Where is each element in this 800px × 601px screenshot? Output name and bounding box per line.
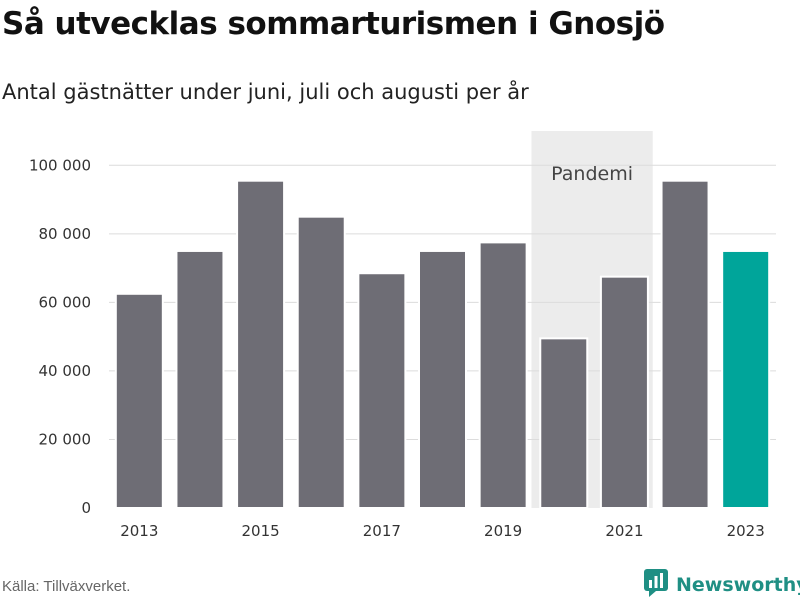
brand-name: Newsworthy [676,574,800,596]
bar-2019 [478,241,528,510]
bars [114,179,771,510]
chart-title: Så utvecklas sommarturismen i Gnosjö [2,6,665,42]
y-tick-label: 60 000 [39,293,92,311]
x-tick-label: 2015 [241,522,279,540]
bar-2023 [721,249,771,509]
chart-subtitle: Antal gästnätter under juni, juli och au… [2,80,529,104]
chart-bubble-icon [644,569,668,601]
x-axis-ticks: 2013 2015 2017 2019 2021 2023 [120,522,765,540]
bar-2016 [296,215,346,509]
bar-2015 [236,179,286,509]
bar-2022 [660,179,710,509]
x-tick-label: 2019 [484,522,522,540]
y-tick-label: 80 000 [39,225,92,243]
bar-2018 [418,249,467,509]
x-tick-label: 2017 [363,522,401,540]
pandemic-label: Pandemi [551,163,633,185]
y-tick-label: 20 000 [39,430,92,448]
newsworthy-logo[interactable]: Newsworthy [644,569,800,601]
x-tick-label: 2013 [120,522,158,540]
bar-2021 [599,275,649,509]
bar-2017 [357,272,407,509]
y-axis-ticks: 0 20 000 40 000 60 000 80 000 100 000 [29,156,91,517]
bar-chart: Pandemi 0 20 000 40 000 60 000 80 000 100 000… [29,131,776,540]
y-tick-label: 100 000 [29,156,91,174]
bar-2013 [114,292,164,509]
x-tick-label: 2023 [727,522,765,540]
source-note: Källa: Tillväxverket. [2,578,131,595]
bar-2014 [175,249,225,509]
y-tick-label: 40 000 [39,362,92,380]
x-tick-label: 2021 [605,522,643,540]
bar-2020 [539,337,589,509]
y-tick-label: 0 [81,499,91,517]
